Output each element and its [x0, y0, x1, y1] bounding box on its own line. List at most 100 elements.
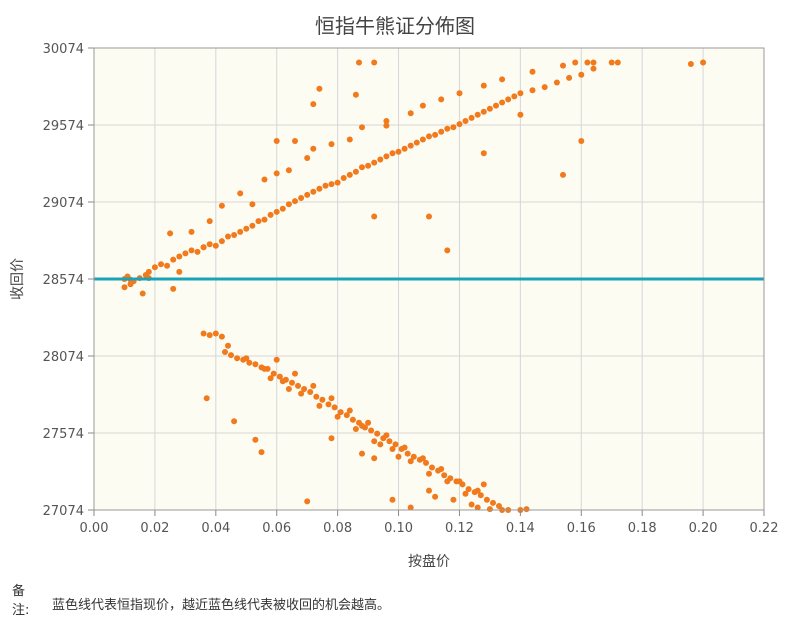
- bull-data-point: [316, 185, 323, 192]
- bear-data-point: [480, 481, 487, 488]
- bull-data-point: [566, 74, 573, 81]
- bear-data-point: [316, 402, 323, 409]
- bear-data-point: [441, 472, 448, 479]
- bear-data-point: [276, 373, 283, 380]
- y-axis-label: 收回价: [10, 258, 26, 300]
- bull-data-point: [176, 268, 183, 275]
- bear-data-point: [346, 407, 353, 414]
- bull-data-point: [292, 198, 298, 205]
- bull-data-point: [206, 218, 213, 225]
- bull-data-point: [371, 59, 378, 66]
- x-tick-label: 0.02: [140, 521, 169, 536]
- bull-data-point: [383, 153, 390, 160]
- y-tick-label: 27074: [43, 504, 84, 519]
- x-tick-label: 0.00: [80, 521, 109, 536]
- bear-data-point: [483, 496, 490, 503]
- bull-data-point: [468, 114, 475, 121]
- bull-data-point: [590, 59, 597, 66]
- bull-data-point: [383, 122, 390, 129]
- bear-data-point: [200, 330, 207, 337]
- bull-data-point: [304, 191, 311, 198]
- bull-data-point: [328, 181, 335, 188]
- bull-data-point: [456, 90, 463, 97]
- bull-data-point: [462, 118, 469, 124]
- y-tick-label: 27574: [43, 427, 84, 442]
- bear-data-point: [423, 459, 429, 466]
- bull-data-point: [237, 228, 244, 235]
- bear-data-point: [352, 426, 359, 432]
- bear-data-point: [468, 501, 475, 508]
- bull-data-point: [438, 96, 445, 103]
- y-tick-label: 28574: [43, 273, 84, 288]
- bull-data-point: [346, 136, 353, 143]
- bull-data-point: [304, 155, 311, 161]
- bear-data-point: [270, 370, 277, 377]
- bull-data-point: [334, 179, 341, 186]
- bull-data-point: [279, 205, 286, 212]
- bull-data-point: [292, 138, 298, 144]
- bull-data-point: [474, 111, 481, 118]
- bear-data-point: [426, 487, 432, 494]
- bear-data-point: [231, 418, 238, 425]
- bull-data-point: [328, 141, 335, 148]
- bear-data-point: [450, 496, 457, 503]
- bull-data-point: [316, 85, 323, 92]
- bull-data-point: [310, 188, 317, 195]
- bear-data-point: [310, 382, 317, 389]
- bull-data-point: [365, 162, 372, 169]
- bull-data-point: [456, 121, 463, 128]
- bear-data-point: [359, 422, 365, 429]
- bear-data-point: [304, 498, 311, 505]
- bear-data-point: [371, 455, 378, 462]
- y-tick-label: 28074: [43, 350, 84, 365]
- bull-data-point: [608, 59, 615, 66]
- bear-data-point: [225, 342, 231, 349]
- bull-data-point: [359, 164, 365, 171]
- bull-data-point: [444, 247, 451, 254]
- bear-data-point: [328, 395, 335, 402]
- bull-data-point: [298, 195, 305, 201]
- bull-data-point: [151, 264, 158, 271]
- bull-data-point: [499, 99, 506, 106]
- bull-data-point: [401, 145, 408, 152]
- x-tick-label: 0.06: [262, 521, 291, 536]
- bull-data-point: [426, 213, 432, 220]
- bear-data-point: [395, 453, 402, 460]
- bull-data-point: [590, 65, 597, 72]
- bear-data-point: [389, 496, 396, 503]
- bull-data-point: [249, 201, 256, 208]
- bull-data-point: [255, 218, 262, 225]
- bull-data-point: [480, 150, 487, 157]
- bull-data-point: [578, 71, 585, 78]
- bear-data-point: [325, 401, 332, 408]
- bull-data-point: [407, 110, 414, 117]
- bear-data-point: [474, 487, 481, 494]
- bull-data-point: [529, 68, 536, 75]
- bear-data-point: [292, 370, 298, 377]
- bull-data-point: [426, 133, 432, 140]
- bull-data-point: [700, 59, 707, 66]
- bull-data-point: [356, 59, 362, 66]
- bull-data-point: [273, 138, 280, 144]
- bull-data-point: [359, 124, 365, 131]
- bear-data-point: [486, 506, 493, 513]
- x-axis-label: 按盘价: [408, 553, 450, 570]
- bear-data-point: [404, 450, 411, 457]
- bull-data-point: [176, 253, 183, 260]
- bear-data-point: [368, 427, 375, 434]
- bull-data-point: [127, 281, 134, 288]
- bull-data-point: [480, 82, 487, 89]
- bull-data-point: [419, 136, 426, 143]
- bear-data-point: [349, 416, 356, 423]
- bear-data-point: [295, 382, 301, 389]
- bull-data-point: [553, 79, 560, 86]
- bull-data-point: [139, 290, 146, 297]
- bull-data-point: [371, 213, 378, 220]
- bull-data-point: [206, 241, 213, 248]
- bull-data-point: [164, 262, 171, 269]
- bear-data-point: [474, 504, 481, 511]
- bull-data-point: [517, 111, 524, 118]
- bear-data-point: [279, 378, 286, 385]
